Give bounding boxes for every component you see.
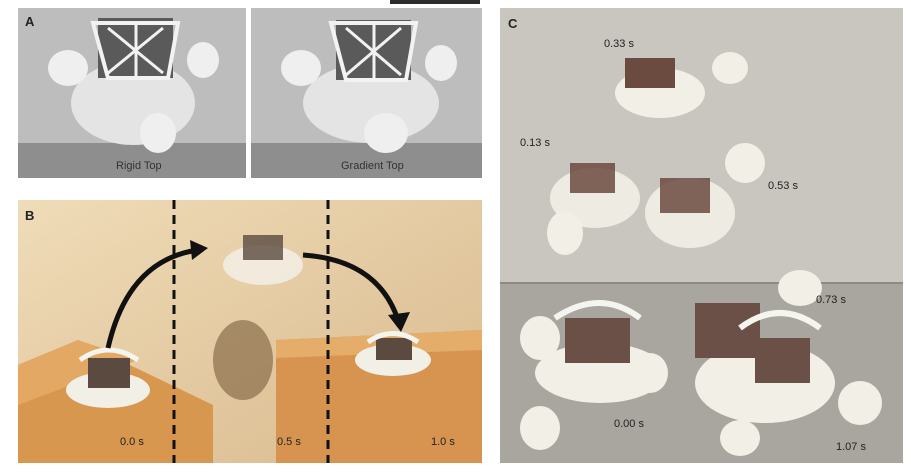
panel-a-left-photo: A Rigid Top (18, 8, 246, 178)
caption-rigid-top: Rigid Top (116, 160, 162, 172)
panel-b-photo: B 0.0 s 0.5 s 1.0 s (18, 200, 482, 463)
time-label-c-5: 1.07 s (836, 441, 866, 453)
time-label-b-1: 0.5 s (277, 436, 301, 448)
time-label-c-4: 0.00 s (614, 418, 644, 430)
top-bar (390, 0, 480, 4)
robot-rigid-top-image (18, 8, 246, 178)
panel-label-c: C (508, 16, 518, 31)
panel-label-a: A (25, 14, 35, 29)
panel-c-photo: C 0.33 s 0.13 s 0.53 s 0.73 s 0.00 s 1.0… (500, 8, 903, 463)
panel-a-right-photo: Gradient Top (251, 8, 482, 178)
jump-sequence-image (18, 200, 482, 463)
time-label-c-3: 0.73 s (816, 294, 846, 306)
time-label-c-1: 0.13 s (520, 137, 550, 149)
time-label-c-0: 0.33 s (604, 38, 634, 50)
time-label-b-0: 0.0 s (120, 436, 144, 448)
jump-time-lapse-image (500, 8, 903, 463)
time-label-c-2: 0.53 s (768, 180, 798, 192)
caption-gradient-top: Gradient Top (341, 160, 404, 172)
robot-gradient-top-image (251, 8, 482, 178)
panel-label-b: B (25, 208, 35, 223)
time-label-b-2: 1.0 s (431, 436, 455, 448)
